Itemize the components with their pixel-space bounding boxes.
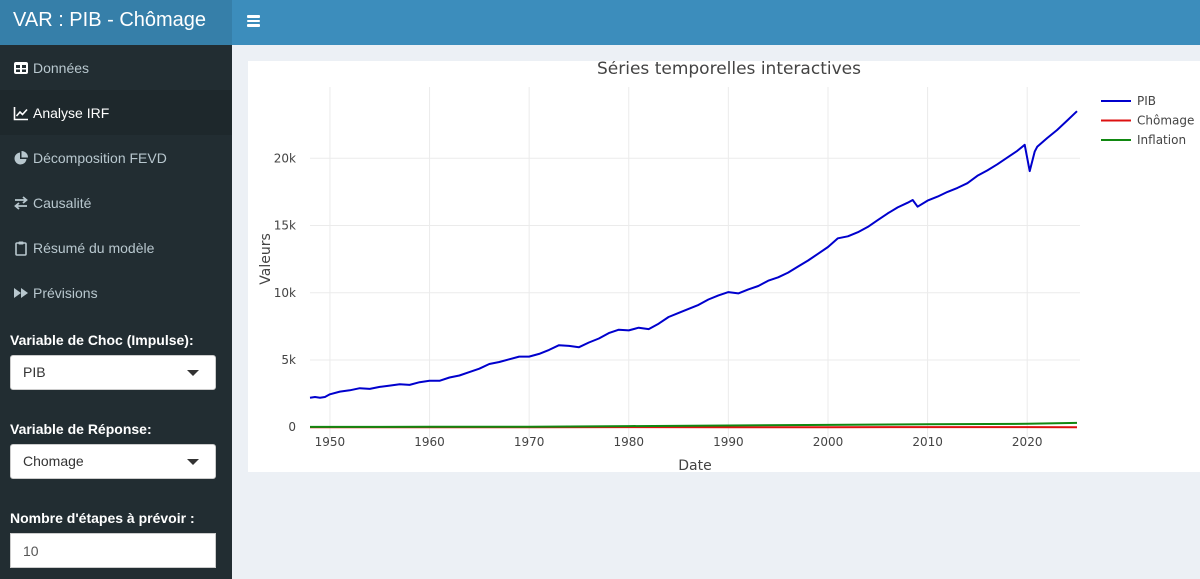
sidebar-item-label: Décomposition FEVD [33,149,167,166]
legend-label: Inflation [1137,133,1186,147]
pie-chart-icon [12,150,30,166]
top-navbar [232,0,1200,45]
fast-forward-icon [12,285,30,301]
hamburger-icon[interactable] [244,8,266,32]
x-tick-label: 1980 [613,435,644,449]
x-axis-title: Date [678,458,711,472]
x-tick-label: 2000 [813,435,844,449]
x-tick-label: 1990 [713,435,744,449]
sidebar-item-label: Données [33,59,90,76]
sidebar-item-label: Causalité [33,194,92,211]
app-title: VAR : PIB - Chômage [0,0,232,45]
y-tick-label: 5k [281,353,296,367]
x-tick-label: 1960 [414,435,445,449]
y-tick-label: 0 [288,420,296,434]
sidebar-item-fevd[interactable]: Décomposition FEVD [0,135,232,180]
x-tick-label: 2010 [912,435,943,449]
x-tick-label: 1970 [514,435,545,449]
legend-label: Chômage [1137,114,1194,128]
response-select[interactable]: Chomage [10,444,216,479]
chevron-down-icon [187,370,199,376]
series-line-inflation[interactable] [309,421,1078,428]
y-tick-label: 10k [274,286,296,300]
clipboard-icon [12,240,30,256]
sidebar-item-label: Analyse IRF [33,104,110,121]
chart-title: Séries temporelles interactives [597,61,861,79]
legend[interactable]: PIB Chômage Inflation [1101,94,1194,147]
sidebar: Données Analyse IRF Décomposition FEVD C… [0,45,232,579]
chart-panel: 1950 1960 1970 1980 1990 2000 2010 2020 0 5k 10k 1… [248,61,1200,472]
steps-input[interactable] [10,533,216,568]
exchange-icon [12,195,30,211]
response-label: Variable de Réponse: [10,421,152,437]
y-tick-label: 15k [274,219,296,233]
sidebar-item-label: Prévisions [33,284,98,301]
sidebar-item-analyse-irf[interactable]: Analyse IRF [0,90,232,135]
table-icon [12,60,30,76]
response-select-value: Chomage [23,453,84,469]
line-chart-icon [12,105,30,121]
impulse-select-value: PIB [23,364,46,380]
sidebar-item-resume[interactable]: Résumé du modèle [0,225,232,270]
x-tick-label: 2020 [1012,435,1043,449]
y-tick-label: 20k [274,151,296,165]
sidebar-item-donnees[interactable]: Données [0,45,232,90]
legend-item[interactable]: Chômage [1101,114,1194,128]
sidebar-item-previsions[interactable]: Prévisions [0,270,232,315]
chevron-down-icon [187,459,199,465]
impulse-select[interactable]: PIB [10,355,216,390]
sidebar-item-label: Résumé du modèle [33,239,155,256]
legend-label: PIB [1137,94,1156,108]
legend-item[interactable]: PIB [1101,94,1156,108]
impulse-label: Variable de Choc (Impulse): [10,332,194,348]
steps-label: Nombre d'étapes à prévoir : [10,510,195,526]
sidebar-item-causalite[interactable]: Causalité [0,180,232,225]
y-axis-title: Valeurs [258,233,274,285]
legend-item[interactable]: Inflation [1101,133,1186,147]
timeseries-chart[interactable]: 1950 1960 1970 1980 1990 2000 2010 2020 0 5k 10k 1… [248,61,1200,472]
series-line-pib[interactable] [309,110,1078,399]
x-tick-label: 1950 [315,435,346,449]
